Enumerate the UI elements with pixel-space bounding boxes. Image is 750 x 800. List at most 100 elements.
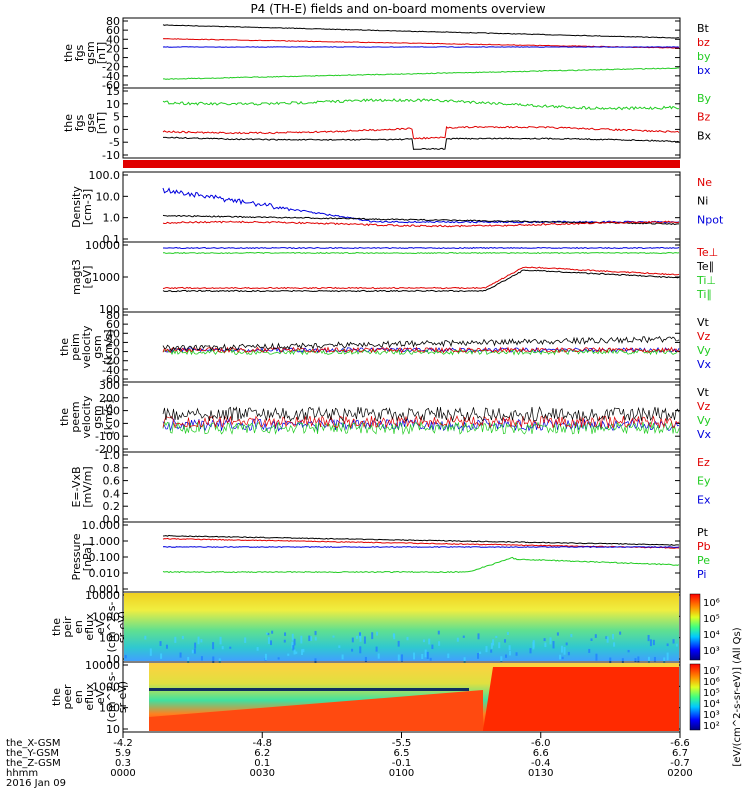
spectrogram-speck — [532, 641, 535, 650]
y-axis-label: [nT] — [95, 42, 108, 64]
x-tick-label: 0.3 — [115, 758, 131, 769]
y-axis-label: [mV/m] — [81, 466, 94, 507]
series-Vt — [162, 336, 680, 352]
figure-title: P4 (TH-E) fields and on-board moments ov… — [250, 2, 545, 16]
legend-entry: Pb — [697, 540, 711, 553]
legend-entry: Bz — [697, 111, 711, 124]
y-tick-label: 0.0 — [103, 513, 121, 526]
spectrogram-speck — [264, 653, 267, 661]
y-axis-label: gsm — [91, 405, 104, 428]
colorbar — [689, 663, 701, 731]
spectrogram-speck — [244, 637, 247, 643]
spectrogram-speck — [363, 636, 366, 644]
spectrogram-speck — [397, 654, 400, 661]
spectrogram-speck — [314, 630, 317, 636]
spectrogram-speck — [549, 637, 552, 645]
x-tick-label: 6.7 — [672, 748, 688, 759]
spectrogram-speck — [490, 649, 493, 653]
y-tick-label: 10 — [106, 723, 120, 736]
spectrogram-speck — [397, 640, 400, 647]
panel-frame — [122, 17, 681, 89]
spectrogram-speck — [406, 636, 409, 641]
spectrogram-speck — [506, 631, 509, 636]
spectrogram-speck — [295, 651, 298, 654]
legend-entry: Ey — [697, 475, 711, 488]
x-tick-label: -6.6 — [670, 738, 690, 749]
spectrogram-speck — [515, 652, 518, 656]
colorbar-tick-label: 10⁷ — [703, 666, 720, 677]
spectrogram-speck — [637, 656, 640, 663]
y-axis-label: Pressure — [70, 533, 83, 580]
series-Ti — [162, 251, 680, 255]
spectrogram-speck — [477, 633, 480, 640]
y-tick-label: -20 — [102, 61, 120, 74]
spectrogram-speck — [567, 651, 570, 656]
y-tick-label: 60 — [106, 318, 120, 331]
spectrogram-speck — [619, 631, 622, 635]
panel-pressure: 10.000 1.000 0.100 0.010 0.001 Pressure[nPa] P… — [70, 519, 711, 596]
y-axis-label: [nT] — [95, 112, 108, 134]
spectrogram-speck — [287, 653, 290, 656]
legend-entry: Npot — [697, 213, 724, 226]
legend-entry: Pe — [697, 554, 710, 567]
y-axis-label: velocity — [80, 395, 93, 438]
spectrogram-speck — [447, 653, 450, 659]
panel-peir-eflux: 10000100010010thepeirenefluxeV(cm^2-s-sr… — [50, 589, 720, 666]
spectrogram-speck — [165, 644, 168, 649]
spectrogram-speck — [293, 649, 296, 655]
y-tick-label: -40 — [102, 70, 120, 83]
spectrogram-speck — [613, 642, 616, 647]
spectrogram-speck — [270, 640, 273, 646]
legend-entry: by — [697, 50, 711, 63]
y-axis-label: E=-VxB — [70, 466, 83, 507]
x-tick-label: -6.0 — [531, 738, 551, 749]
spectrogram-speck — [218, 658, 221, 664]
y-tick-label: 1.0 — [103, 212, 121, 225]
spectrogram-speck — [159, 641, 162, 646]
spectrogram-speck — [197, 636, 200, 645]
legend-entry: Ez — [697, 456, 710, 469]
y-axis-label: gsm — [91, 335, 104, 358]
xaxis-row-label: 2016 Jan 09 — [6, 778, 66, 789]
y-tick-label: 10.000 — [82, 519, 121, 532]
colorbar-tick-label: 10⁶ — [703, 598, 720, 609]
spectrogram-speck — [672, 639, 675, 644]
series-Teperp — [162, 266, 680, 290]
x-tick-label: -0.1 — [392, 758, 412, 769]
panel-efield: 1.00.80.60.40.20.0 E=-VxB[mV/m] Ez Ey Ex — [70, 449, 711, 526]
spectrogram-speck — [338, 645, 341, 648]
y-tick-label: 1.000 — [89, 535, 121, 548]
spectrogram-speck — [437, 630, 440, 635]
y-tick-label: 15 — [106, 85, 120, 98]
spectrogram-speck — [413, 652, 416, 660]
x-tick-label: -5.5 — [392, 738, 412, 749]
spectrogram-speck — [479, 651, 482, 654]
x-tick-label: -0.7 — [670, 758, 690, 769]
legend-entry: bx — [697, 64, 711, 77]
spectrogram-speck — [666, 652, 669, 661]
series-Vy — [162, 420, 680, 436]
colorbar-tick-label: 10⁴ — [703, 699, 720, 710]
x-tick-label: 5.9 — [115, 748, 131, 759]
legend-entry: Te∥ — [696, 260, 714, 273]
panel-temperature: 10000 1000 100 magt3[eV] Te⊥Te∥Ti⊥Ti∥ — [70, 239, 718, 316]
spectrogram-speck — [181, 635, 184, 640]
legend-entry: Vt — [697, 316, 710, 329]
colorbar-tick-label: 10⁵ — [703, 688, 720, 699]
y-axis-label: fgs — [73, 114, 86, 131]
series-Ne — [162, 220, 680, 228]
colorbar-label: [eV/(cm^2-s-sr-eV)] (All Qs) — [732, 627, 743, 766]
spectrogram-speck — [438, 641, 441, 646]
spectrogram-speck — [200, 639, 203, 643]
y-axis-label: peem — [69, 401, 82, 432]
spectrogram-speck — [647, 656, 650, 663]
y-tick-label: -60 — [102, 79, 120, 92]
spectrogram-speck — [301, 649, 304, 656]
spectrogram-speck — [490, 642, 493, 649]
y-tick-label: 0.1 — [103, 233, 121, 246]
y-tick-label: 300 — [99, 379, 120, 392]
spectrogram-speck — [492, 639, 495, 646]
x-tick-label: 0100 — [389, 768, 414, 779]
